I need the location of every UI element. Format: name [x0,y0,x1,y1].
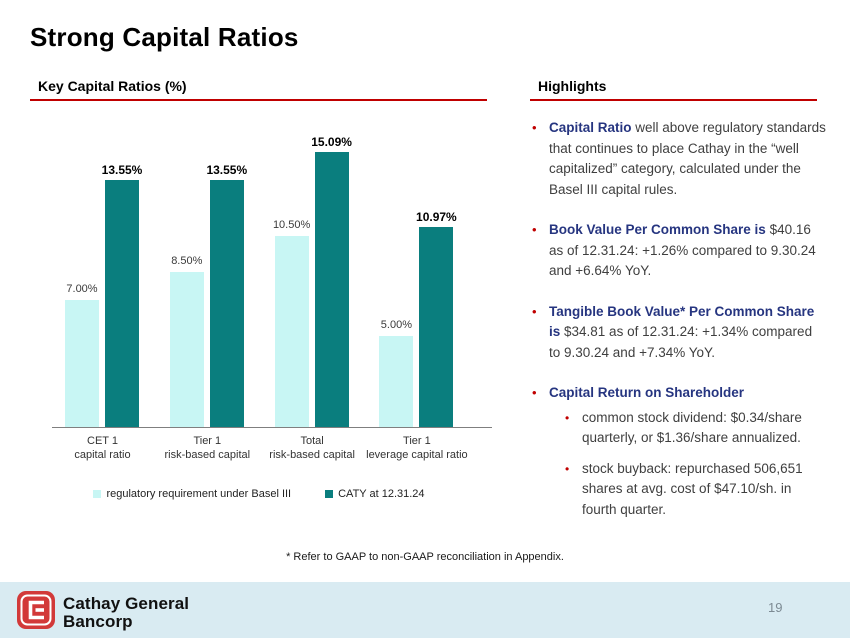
bar-requirement-1 [169,272,204,427]
bar-caty-3 [419,227,454,427]
company-name: Cathay General Bancorp [63,593,190,631]
bar-value-label: 10.50% [272,218,311,231]
bar-value-label: 10.97% [416,210,457,225]
category-label-line2: capital ratio [74,449,131,461]
category-label-line1: CET 1 [87,435,118,447]
bar-requirement-2 [274,235,309,427]
company-name-line1: Cathay General [63,593,190,613]
highlight-bullet-tangible-book-value: Tangible Book Value* Per Common Share is… [530,302,826,364]
legend-label: regulatory requirement under Basel III [106,488,292,500]
bullet-lead: Tangible Book Value* Per Common Share is [549,303,815,340]
sub-bullet-dividend: common stock dividend: $0.34/share quart… [563,408,826,449]
chart-section-heading: Key Capital Ratios (%) [30,78,487,101]
category-label-line1: Total [300,435,324,447]
bullet-lead: Capital Return on Shareholder [549,385,745,400]
highlight-bullet-capital-return: Capital Return on Shareholder common sto… [530,383,826,520]
bar-value-label: 5.00% [380,319,412,331]
bar-requirement-0 [65,299,99,427]
bar-value-label: 8.50% [171,255,203,268]
company-logo: Cathay General Bancorp [16,590,189,635]
bullet-lead: Capital Ratio [549,120,632,135]
legend-item-0: regulatory requirement under Basel III [93,488,291,500]
bar-value-label: 13.55% [206,163,248,178]
category-label-1: Tier 1 risk-based capital [149,434,265,462]
bar-caty-0 [105,180,139,427]
category-label-line2: risk-based capital [164,449,251,461]
x-axis-line [52,427,492,428]
page-number: 19 [768,600,783,615]
footer-band: Cathay General Bancorp 19 [0,582,850,638]
category-label-line2: leverage capital ratio [366,449,468,461]
bullet-rest: $34.81 as of 12.31.24: +1.34% compared t… [549,324,813,360]
category-label-3: Tier 1 leverage capital ratio [359,434,475,462]
bar-value-label: 7.00% [66,282,98,295]
bar-value-label: 15.09% [311,135,352,150]
chart-legend: regulatory requirement under Basel III CA… [30,488,488,500]
category-label-2: Total risk-based capital [254,434,370,462]
legend-marker-icon [93,490,102,498]
slide-title: Strong Capital Ratios [30,22,299,52]
highlights-heading: Highlights [530,78,817,101]
sub-bullet-buyback: stock buyback: repurchased 506,651 share… [563,459,826,521]
bar-caty-1 [209,180,244,427]
highlight-bullet-book-value: Book Value Per Common Share is $40.16 as… [530,220,826,282]
bar-value-label: 13.55% [101,163,143,178]
highlights-body: Capital Ratio well above regulatory stan… [530,118,826,530]
bar-caty-2 [314,152,349,427]
capital-ratios-chart: regulatory requirement under Basel III CA… [30,105,492,515]
category-label-line1: Tier 1 [193,435,222,447]
legend-item-1: CATY at 12.31.24 [325,488,425,500]
legend-marker-icon [325,490,334,498]
bar-requirement-3 [379,336,414,427]
category-label-line1: Tier 1 [403,435,431,447]
category-label-line2: risk-based capital [269,449,355,461]
cathay-c-logo-icon [16,590,56,635]
category-label-0: CET 1 capital ratio [45,434,161,462]
bullet-rest: $40.16 as of 12.31.24: +1.26% compared t… [549,222,816,278]
legend-label: CATY at 12.31.24 [338,488,425,500]
company-name-line2: Bancorp [63,611,133,631]
bullet-rest: well above regulatory standards that con… [549,120,826,197]
bullet-lead: Book Value Per Common Share is [549,222,766,237]
gaap-footnote: * Refer to GAAP to non-GAAP reconciliati… [286,551,564,563]
highlight-bullet-capital-ratio: Capital Ratio well above regulatory stan… [530,118,826,200]
